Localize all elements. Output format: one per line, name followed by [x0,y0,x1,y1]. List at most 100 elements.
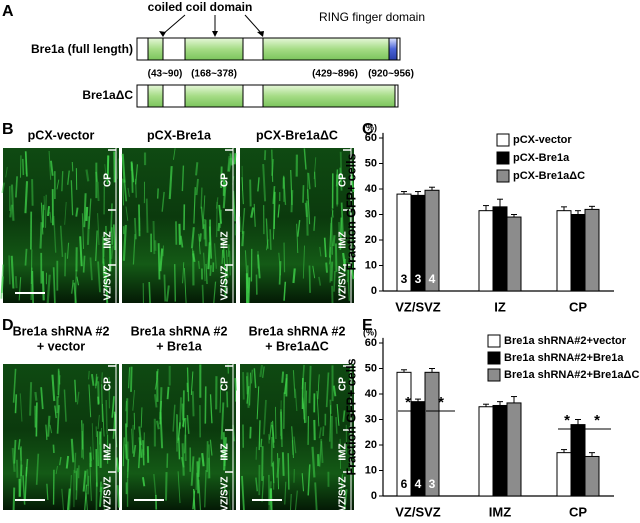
cell-fiber [330,261,334,282]
zone-label: VZ/SVZ [220,476,231,511]
cell-fiber [75,207,79,217]
cell-fiber [203,252,206,282]
legend-swatch [496,151,510,165]
cell-fiber [184,417,187,454]
cell-fiber [250,207,255,218]
cell-fiber [336,404,340,426]
zone-label: IMZ [220,231,231,248]
cell-fiber [223,437,227,471]
cell-fiber [201,284,205,304]
cell-fiber [296,223,299,254]
cell-fiber [122,178,124,206]
cell-fiber [83,193,87,228]
cell-fiber [208,444,211,479]
cell-fiber [88,370,90,380]
cell-fiber [227,156,230,172]
cell-fiber [220,402,225,440]
cell-fiber [53,215,57,253]
cell-fiber [96,181,100,202]
cell-fiber [256,386,260,420]
cell-fiber [61,488,65,511]
cell-fiber [56,405,60,434]
cell-fiber [101,372,103,384]
cell-fiber [304,202,308,218]
cell-fiber [333,271,336,292]
image-title: Bre1a shRNA #2 [131,324,228,338]
cell-fiber [67,170,70,185]
cell-fiber [226,250,229,278]
cell-fiber [117,158,119,179]
cell-fiber [165,285,170,302]
cell-fiber [271,149,274,182]
cell-fiber [334,243,338,272]
cell-fiber [331,209,334,218]
cell-fiber [148,281,151,304]
cell-fiber [332,235,336,247]
cell-fiber [10,184,15,221]
image-title: + Bre1a [156,339,203,353]
cell-fiber [48,150,52,180]
cell-fiber [58,375,61,398]
cell-fiber [241,177,244,205]
image-title: Bre1a shRNA #2 [13,324,110,338]
cell-fiber [261,476,265,502]
cell-fiber [209,439,213,456]
cell-fiber [271,424,275,449]
zone-label: CP [338,173,349,187]
y-tick-label: 60 [365,337,377,349]
cell-fiber [132,234,136,265]
panel-label: B [2,121,14,138]
cell-fiber [125,423,128,459]
cell-fiber [140,407,143,428]
cell-fiber [283,281,287,301]
cell-fiber [350,265,355,280]
cell-fiber [291,426,294,459]
cell-fiber [241,231,245,247]
legend-swatch [496,133,510,147]
n-label: 3 [429,477,436,491]
n-label: 4 [429,272,436,286]
bar [584,455,600,497]
bar [424,371,440,497]
legend-label: pCX-Bre1a [513,152,570,164]
cell-fiber [19,393,23,422]
cell-fiber [259,364,264,378]
cell-fiber [263,399,267,435]
y-tick-label: 0 [371,490,377,502]
cell-fiber [34,391,38,401]
cell-fiber [258,420,261,451]
domain-box [136,84,149,108]
cell-fiber [179,235,184,248]
cell-fiber [59,225,64,257]
cell-fiber [66,488,71,511]
y-unit: (%) [363,327,377,337]
cell-fiber [54,405,57,419]
cell-fiber [205,263,208,285]
domain-box [184,84,244,108]
cell-fiber [247,277,251,304]
cell-fiber [249,179,252,207]
cell-fiber [191,248,195,262]
cell-fiber [195,178,199,196]
cell-fiber [125,206,129,221]
image-title: pCX-Bre1aΔC [256,128,338,142]
cell-fiber [101,384,104,422]
x-tick-label: VZ/SVZ [395,504,441,519]
cell-fiber [266,239,269,251]
cell-fiber [312,265,316,279]
cell-fiber [342,410,346,422]
cell-fiber [138,204,141,237]
n-label: 3 [415,272,422,286]
cell-fiber [142,440,145,466]
cell-fiber [1,182,6,194]
cell-fiber [85,492,88,511]
cell-fiber [325,372,330,408]
zone-label: IMZ [103,443,114,460]
cell-fiber [132,444,137,457]
cell-fiber [45,424,48,440]
cell-fiber [85,206,89,221]
cell-fiber [215,201,218,238]
cell-fiber [220,166,223,189]
cell-fiber [76,391,80,405]
cell-fiber [39,222,43,249]
